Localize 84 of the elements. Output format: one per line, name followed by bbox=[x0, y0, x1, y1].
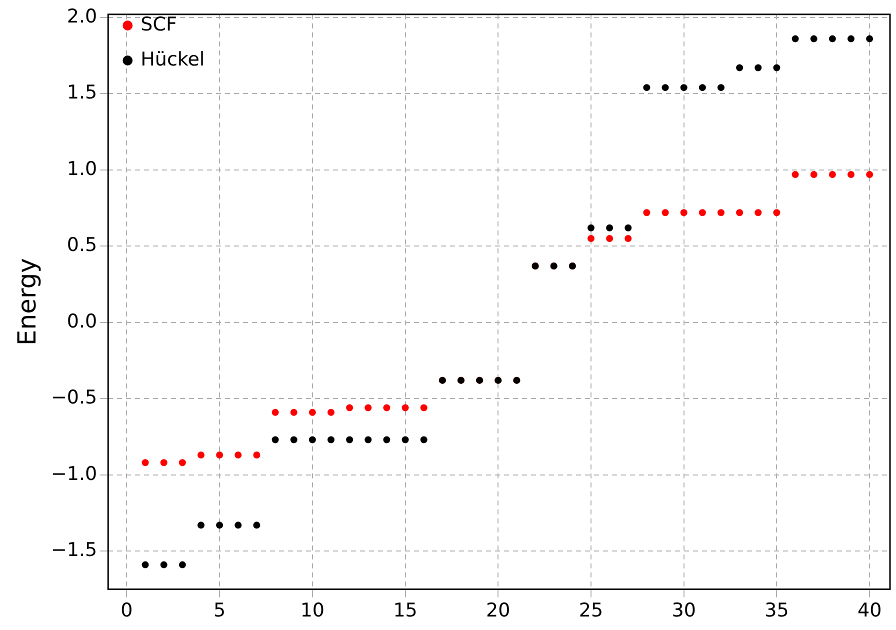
point bbox=[364, 404, 372, 412]
point bbox=[253, 522, 260, 529]
point bbox=[272, 408, 279, 416]
x-tick-label: 30 bbox=[672, 600, 696, 622]
point bbox=[754, 64, 762, 72]
point bbox=[792, 35, 799, 42]
point bbox=[848, 35, 854, 42]
point bbox=[698, 209, 706, 216]
point bbox=[178, 459, 186, 466]
point bbox=[866, 35, 874, 42]
point bbox=[216, 452, 224, 459]
legend-label: SCF bbox=[140, 13, 177, 36]
point bbox=[773, 209, 780, 216]
point bbox=[680, 84, 688, 92]
x-tick-label: 25 bbox=[578, 600, 604, 622]
x-tick-label: 20 bbox=[486, 600, 510, 622]
point bbox=[346, 436, 354, 444]
x-tick-label: 40 bbox=[857, 600, 882, 622]
point bbox=[383, 436, 390, 444]
point bbox=[308, 408, 316, 416]
point bbox=[383, 404, 390, 412]
point bbox=[420, 436, 428, 444]
point bbox=[234, 452, 242, 459]
point bbox=[643, 209, 650, 216]
y-tick-label: 1.5 bbox=[66, 82, 98, 104]
point bbox=[364, 436, 372, 444]
point bbox=[142, 459, 149, 466]
x-tick-label: 5 bbox=[214, 600, 226, 622]
point bbox=[216, 522, 224, 529]
point bbox=[828, 170, 836, 178]
point bbox=[810, 35, 818, 42]
point bbox=[680, 209, 688, 216]
point bbox=[866, 170, 874, 178]
point bbox=[327, 408, 334, 416]
y-tick-label: −1.0 bbox=[50, 462, 98, 485]
y-tick-label: 2.0 bbox=[66, 5, 98, 28]
point bbox=[272, 436, 279, 444]
point bbox=[718, 84, 724, 92]
point bbox=[420, 404, 428, 412]
y-tick-label: −0.5 bbox=[50, 386, 98, 409]
x-tick-label: 10 bbox=[300, 600, 325, 622]
point bbox=[197, 452, 204, 459]
point bbox=[178, 561, 186, 568]
point bbox=[662, 209, 669, 216]
point bbox=[587, 235, 594, 242]
point bbox=[698, 84, 706, 92]
point bbox=[308, 436, 316, 444]
point bbox=[792, 170, 799, 178]
x-tick-label: 15 bbox=[393, 600, 418, 622]
x-tick-label: 0 bbox=[120, 600, 133, 622]
point bbox=[290, 408, 298, 416]
y-tick-label: 0.5 bbox=[66, 234, 98, 256]
point bbox=[662, 84, 669, 92]
point bbox=[606, 224, 614, 232]
point bbox=[736, 209, 744, 216]
y-tick-label: −1.5 bbox=[50, 539, 98, 562]
point bbox=[234, 522, 242, 529]
y-tick-label: 0.0 bbox=[66, 310, 98, 332]
point bbox=[848, 170, 854, 178]
x-tick-label: 35 bbox=[764, 600, 789, 622]
legend-label: Hückel bbox=[140, 48, 205, 70]
point bbox=[736, 64, 744, 72]
point bbox=[828, 35, 836, 42]
point bbox=[290, 436, 298, 444]
point bbox=[606, 235, 614, 242]
y-tick-label: 1.0 bbox=[66, 158, 98, 180]
point bbox=[160, 459, 168, 466]
point bbox=[197, 522, 204, 529]
point bbox=[810, 170, 818, 178]
point bbox=[754, 209, 762, 216]
point bbox=[346, 404, 354, 412]
point bbox=[160, 561, 168, 568]
point bbox=[587, 224, 594, 232]
point bbox=[718, 209, 724, 216]
point bbox=[253, 452, 260, 459]
point bbox=[624, 235, 632, 242]
point bbox=[327, 436, 334, 444]
point bbox=[142, 561, 149, 568]
point bbox=[402, 404, 409, 412]
point bbox=[773, 64, 780, 72]
y-axis-title: Energy bbox=[12, 258, 42, 346]
point bbox=[402, 436, 409, 444]
point bbox=[624, 224, 632, 232]
point bbox=[643, 84, 650, 92]
